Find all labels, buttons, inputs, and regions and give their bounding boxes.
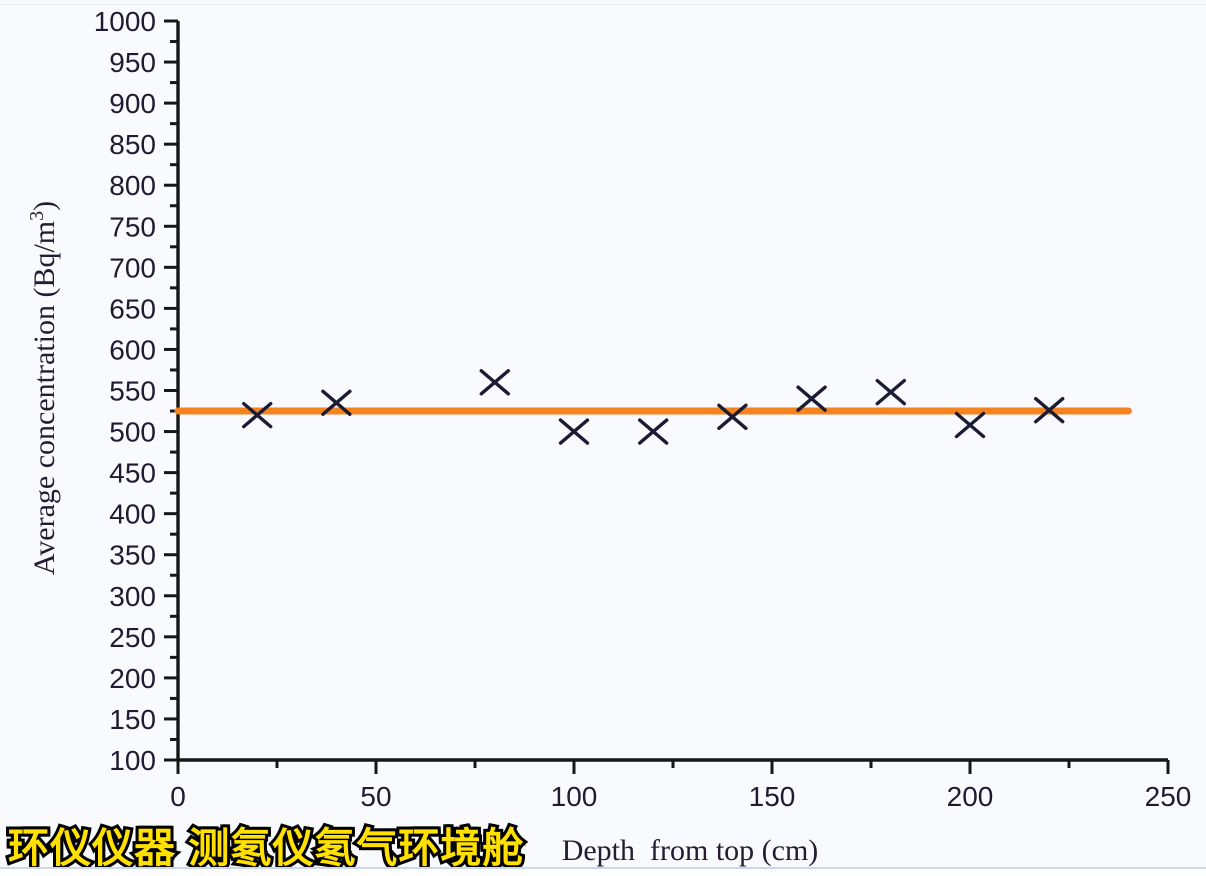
- y-axis-title-close: ): [28, 200, 61, 211]
- x-tick-label: 200: [947, 781, 994, 812]
- y-tick-label: 100: [109, 745, 156, 776]
- axis-frame: [176, 21, 1168, 762]
- data-point-marker: [717, 403, 748, 430]
- x-tick-label: 100: [551, 781, 598, 812]
- y-tick-label: 950: [109, 47, 156, 78]
- y-tick-label: 150: [109, 704, 156, 735]
- x-tick-label: 250: [1145, 781, 1192, 812]
- x-tick-label: 0: [170, 781, 186, 812]
- data-point-marker: [321, 389, 352, 417]
- data-point-marker: [875, 378, 906, 406]
- data-point-marker: [479, 369, 510, 396]
- x-tick-label: 150: [749, 781, 796, 812]
- y-tick-label: 650: [109, 293, 156, 324]
- y-axis-title-text: Average concentration (Bq/m: [28, 220, 61, 576]
- y-tick-label: 700: [109, 252, 156, 283]
- y-tick-label: 750: [109, 211, 156, 242]
- y-axis-title-superscript: 3: [26, 210, 48, 221]
- y-tick-label: 1000: [94, 6, 156, 37]
- data-point-marker: [954, 411, 986, 439]
- y-axis-title: Average concentration (Bq/m3): [26, 200, 62, 576]
- data-point-marker: [558, 418, 590, 445]
- watermark-text: 环仪仪器 测氡仪氡气环境舱: [5, 822, 526, 874]
- data-point-marker: [638, 418, 669, 445]
- y-tick-label: 900: [109, 88, 156, 119]
- top-hairline: [0, 4, 1206, 5]
- y-tick-label: 450: [109, 458, 156, 489]
- bottom-divider: [0, 867, 1206, 869]
- y-tick-label: 500: [109, 417, 156, 448]
- y-tick-label: 300: [109, 581, 156, 612]
- y-tick-label: 350: [109, 540, 156, 571]
- y-tick-label: 550: [109, 376, 156, 407]
- bottom-strip: [0, 869, 1206, 876]
- y-tick-label: 250: [109, 622, 156, 653]
- y-tick-label: 200: [109, 663, 156, 694]
- x-axis-title: Depth from top (cm): [561, 834, 819, 867]
- y-tick-label: 400: [109, 499, 156, 530]
- data-point-marker: [242, 401, 273, 429]
- y-tick-label: 600: [109, 334, 156, 365]
- x-tick-label: 50: [360, 781, 391, 812]
- y-tick-label: 800: [109, 170, 156, 201]
- y-tick-label: 850: [109, 129, 156, 160]
- data-point-marker: [796, 385, 827, 412]
- data-point-marker: [1034, 397, 1065, 424]
